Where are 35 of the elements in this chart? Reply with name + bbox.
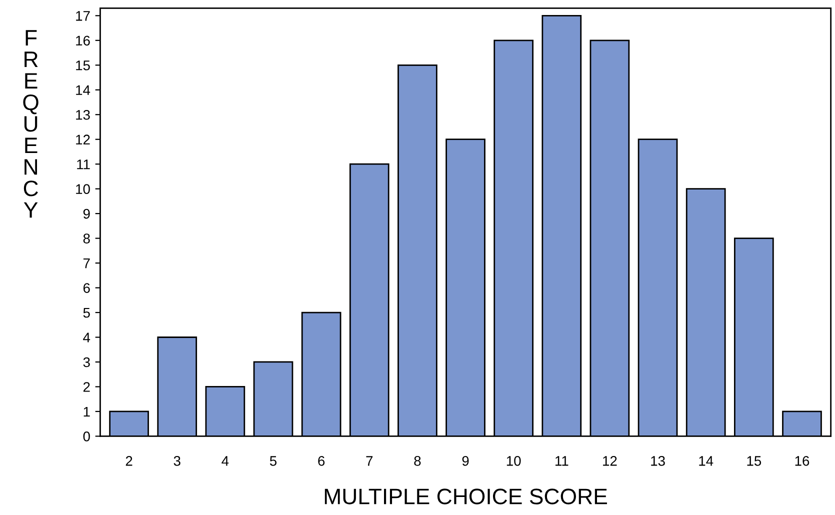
- y-tick-label: 15: [76, 60, 90, 70]
- x-tick-label: 14: [699, 456, 714, 466]
- x-tick-label: 11: [555, 456, 568, 466]
- y-tick-label: 17: [76, 11, 90, 21]
- x-tick-label: 13: [651, 456, 665, 466]
- x-tick-label: 7: [366, 456, 373, 466]
- x-tick-label: 8: [414, 456, 421, 466]
- y-tick-label: 3: [83, 357, 90, 368]
- y-tick-label: 12: [76, 134, 90, 144]
- y-tick-label: 7: [83, 258, 90, 268]
- y-tick-label: 11: [77, 160, 90, 170]
- y-tick-label: 13: [76, 110, 90, 120]
- y-tick-label: 9: [83, 208, 90, 219]
- x-tick-label: 9: [462, 456, 469, 466]
- text: FREQUENCY: [23, 30, 38, 218]
- y-tick-label: 5: [83, 308, 90, 318]
- x-tick-label: 2: [126, 456, 132, 466]
- y-tick-label: 16: [76, 36, 90, 46]
- x-tick-label: 3: [174, 456, 180, 466]
- y-tick-label: 8: [83, 234, 90, 244]
- x-tick-label: 16: [795, 456, 810, 466]
- y-tick-label: 1: [84, 406, 90, 416]
- x-tick-label: 15: [747, 456, 762, 466]
- y-tick-label: 6: [83, 283, 90, 293]
- x-tick-label: 10: [506, 456, 521, 466]
- x-tick-label: 5: [270, 456, 277, 466]
- y-tick-label: 10: [76, 184, 90, 194]
- x-axis-title: MULTIPLE CHOICE SCORE: [324, 488, 607, 504]
- x-tick-label: 4: [222, 456, 229, 466]
- y-tick-label: 0: [83, 432, 90, 442]
- x-tick-label: 12: [603, 456, 617, 466]
- y-tick-label: 2: [83, 382, 90, 392]
- y-tick-label: 14: [76, 85, 90, 95]
- y-tick-label: 4: [83, 332, 90, 342]
- x-tick-label: 6: [318, 456, 325, 466]
